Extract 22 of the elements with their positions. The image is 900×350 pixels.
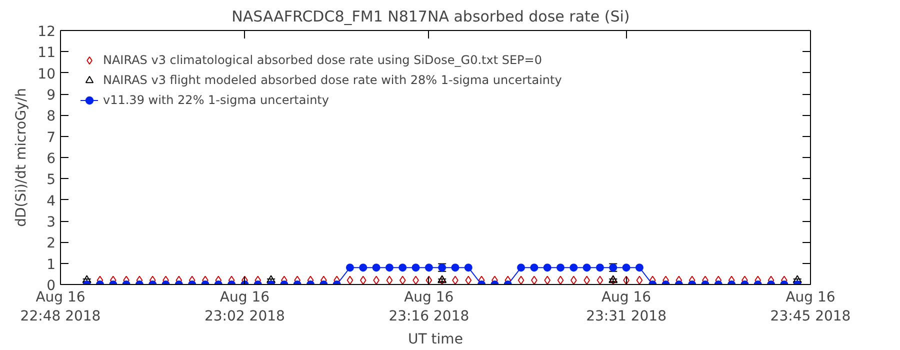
y-tick-label: 9: [46, 88, 56, 104]
y-axis-title: dD(Si)/dt microGy/h: [14, 88, 30, 227]
x-tick-label: Aug 16 23:02 2018: [204, 290, 285, 325]
legend-label: NAIRAS v3 flight modeled absorbed dose rate with 28% 1-sigma uncertainty: [103, 73, 562, 87]
y-tick-label: 1: [46, 256, 56, 273]
x-tick-label: Aug 16 23:16 2018: [388, 290, 470, 325]
y-tick-label: 12: [38, 24, 56, 40]
chart-title: NASAAFRCDC8_FM1 N817NA absorbed dose rate (Si): [232, 8, 630, 26]
y-tick-label: 8: [46, 108, 56, 125]
y-tick-label: 3: [46, 214, 56, 230]
y-tick-label: 7: [46, 130, 56, 146]
y-tick-label: 10: [38, 66, 56, 82]
y-tick-label: 2: [46, 236, 56, 252]
x-axis-title: UT time: [408, 332, 463, 348]
y-tick-label: 11: [38, 45, 56, 62]
y-tick-label: 5: [46, 172, 56, 188]
legend-label: NAIRAS v3 climatological absorbed dose rate using SiDose_G0.txt SEP=0: [103, 53, 542, 67]
x-tick-label: Aug 16 23:45 2018: [770, 290, 851, 325]
y-tick-label: 4: [46, 193, 56, 210]
legend-label: v11.39 with 22% 1-sigma uncertainty: [103, 93, 329, 107]
x-tick-label: Aug 16 23:31 2018: [586, 290, 667, 325]
y-tick-label: 6: [46, 151, 56, 167]
